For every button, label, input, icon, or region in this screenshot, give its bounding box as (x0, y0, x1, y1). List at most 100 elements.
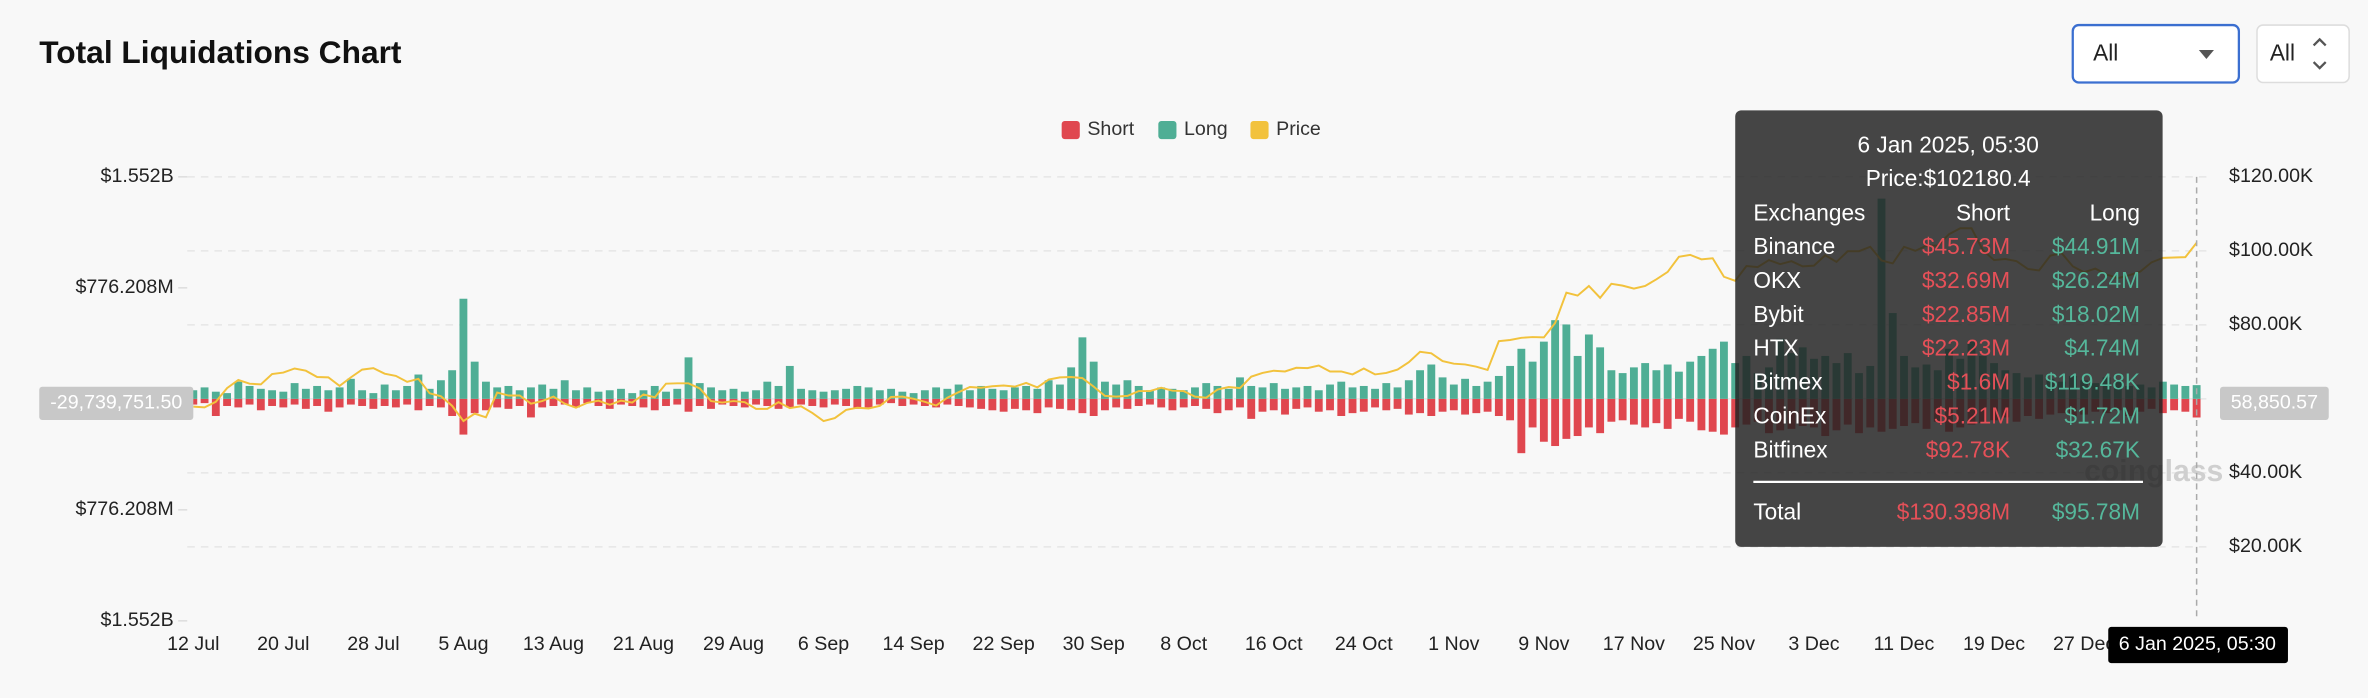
bar (1055, 398, 1064, 409)
bar (1022, 385, 1031, 399)
bar (2181, 398, 2190, 412)
select-value[interactable]: All (2270, 39, 2295, 65)
tooltip-cell: $18.02M (2052, 301, 2140, 327)
bar (1337, 381, 1346, 399)
bar (1686, 361, 1695, 399)
bar (1506, 398, 1515, 421)
bar (1191, 398, 1199, 406)
y2-tick-label: $80.00K (2229, 313, 2302, 335)
bar (808, 390, 817, 399)
bar (988, 388, 997, 399)
tooltip-cell: $4.74M (2064, 335, 2140, 361)
x-tick-label: 24 Oct (1335, 633, 1393, 655)
bar (560, 398, 569, 405)
bar (1269, 383, 1278, 399)
x-tick-label: 19 Dec (1963, 633, 2025, 655)
tooltip-title: 6 Jan 2025, 05:30 (1858, 132, 2039, 158)
dropdown[interactable] (2071, 23, 2241, 84)
bar (774, 398, 783, 409)
bar (279, 398, 288, 408)
bar (549, 398, 558, 406)
bar (211, 398, 220, 416)
bar (234, 398, 243, 408)
bar (1539, 398, 1548, 442)
bar (1123, 380, 1132, 399)
bar (583, 398, 592, 404)
bar (1720, 341, 1728, 399)
bar (515, 398, 524, 406)
bar (1112, 384, 1121, 399)
bar (1697, 355, 1706, 399)
bar (1292, 387, 1301, 399)
tooltip-box (1735, 110, 2163, 547)
y-tick-label: $776.208M (75, 498, 173, 520)
bar (234, 381, 243, 399)
bar (1641, 398, 1650, 428)
bar (1629, 367, 1638, 399)
bar (808, 398, 817, 406)
bar (1584, 398, 1593, 428)
crosshair-y-label: -29,739,751.50 (50, 392, 182, 414)
bar (1382, 383, 1391, 399)
bar (268, 390, 277, 399)
select-arrows[interactable] (2312, 37, 2327, 70)
bar (797, 388, 805, 399)
bar (628, 393, 637, 399)
bar (1067, 398, 1076, 411)
tooltip-header: Long (2090, 200, 2140, 226)
bar (1663, 398, 1672, 429)
bar (797, 398, 805, 405)
bar (527, 387, 535, 399)
bar (988, 398, 997, 411)
y2-tick-label: $40.00K (2229, 461, 2302, 483)
select[interactable] (2256, 24, 2350, 84)
bar (346, 378, 355, 399)
bar (977, 398, 986, 409)
bar (1438, 377, 1447, 399)
bar (1652, 398, 1661, 424)
tooltip-cell: $22.23M (1922, 335, 2010, 361)
bar (1168, 398, 1177, 411)
bar (1179, 390, 1188, 399)
bar (1134, 385, 1143, 399)
dropdown-caret[interactable] (2198, 49, 2214, 60)
bar (1652, 370, 1661, 399)
bar (1326, 398, 1334, 411)
x-tick-label: 20 Jul (257, 633, 309, 655)
dropdown-value[interactable]: All (2093, 39, 2118, 65)
bar (1393, 387, 1402, 399)
chart-title: Total Liquidations Chart (39, 34, 402, 70)
bar (909, 398, 918, 405)
bar (279, 391, 288, 399)
bar (1573, 355, 1582, 399)
bar (1157, 387, 1166, 399)
bar (1618, 398, 1627, 421)
y2-tick-label: $100.00K (2229, 239, 2313, 261)
y2-tick-label: $120.00K (2229, 165, 2313, 187)
bar (1517, 348, 1526, 399)
tooltip-cell: Binance (1753, 233, 1835, 259)
bar (324, 390, 333, 399)
bar (268, 398, 277, 406)
bar (245, 398, 254, 405)
x-tick-label: 28 Jul (347, 633, 399, 655)
bar (493, 398, 502, 408)
legend-swatch (1250, 120, 1269, 140)
bar (830, 398, 839, 405)
tooltip-header: Short (1956, 200, 2011, 226)
bar (1618, 373, 1627, 399)
bar (256, 388, 265, 399)
bar (1584, 334, 1593, 399)
bar (1494, 398, 1503, 416)
x-tick-label: 21 Aug (613, 633, 674, 655)
bar (1258, 398, 1267, 412)
y-tick-label: $776.208M (75, 276, 173, 298)
bar (313, 385, 322, 399)
bar (1472, 398, 1481, 414)
bar (977, 385, 986, 399)
bar (1359, 398, 1368, 412)
bar (650, 398, 659, 411)
bar (369, 398, 378, 409)
tooltip-total: Total (1753, 499, 1801, 525)
bar (853, 398, 862, 409)
